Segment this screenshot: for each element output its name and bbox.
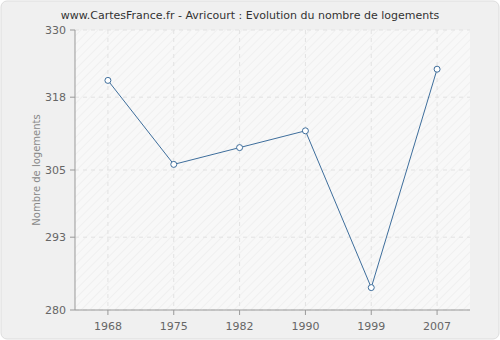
tick-label: 318: [45, 91, 66, 104]
marker: [171, 161, 177, 167]
tick-label: 1999: [357, 320, 385, 333]
marker: [237, 145, 243, 151]
tick-mark: [70, 237, 75, 238]
tick-label: 1982: [226, 320, 254, 333]
grid-line: [107, 30, 108, 310]
grid-line: [75, 97, 470, 98]
tick-mark: [70, 30, 75, 31]
tick-mark: [305, 310, 306, 315]
tick-mark: [173, 310, 174, 315]
grid-line: [75, 170, 470, 171]
marker: [302, 128, 308, 134]
grid-line: [371, 30, 372, 310]
tick-label: 2007: [423, 320, 451, 333]
grid-line: [305, 30, 306, 310]
y-axis: [75, 30, 76, 310]
tick-label: 305: [45, 164, 66, 177]
chart-container: 280 293 305 318 330 1968 1975 1982 1990 1999 2007 w…: [0, 0, 500, 340]
tick-label: 280: [45, 304, 66, 317]
grid-line: [75, 30, 470, 31]
marker: [434, 66, 440, 72]
tick-mark: [70, 170, 75, 171]
grid-line: [75, 237, 470, 238]
axis-label: Nombre de logements: [31, 114, 42, 225]
plot-area: [75, 30, 470, 310]
tick-mark: [107, 310, 108, 315]
line: [108, 69, 437, 287]
tick-label: 1990: [291, 320, 319, 333]
tick-mark: [70, 310, 75, 311]
title: www.CartesFrance.fr - Avricourt : Evolut…: [61, 9, 440, 22]
series: [105, 66, 440, 290]
tick-label: 330: [45, 24, 66, 37]
grid-line: [75, 310, 470, 311]
tick-label: 293: [45, 231, 66, 244]
marker: [368, 285, 374, 291]
chart: 280 293 305 318 330 1968 1975 1982 1990 1999 2007 w…: [0, 0, 500, 340]
tick-label: 1975: [160, 320, 188, 333]
x-axis: [75, 310, 470, 311]
marker: [105, 77, 111, 83]
tick-label: 1968: [94, 320, 122, 333]
grid-line: [239, 30, 240, 310]
tick-mark: [371, 310, 372, 315]
tick-mark: [437, 310, 438, 315]
tick-mark: [239, 310, 240, 315]
tick-mark: [70, 97, 75, 98]
background: [1, 1, 499, 339]
grid-line: [173, 30, 174, 310]
